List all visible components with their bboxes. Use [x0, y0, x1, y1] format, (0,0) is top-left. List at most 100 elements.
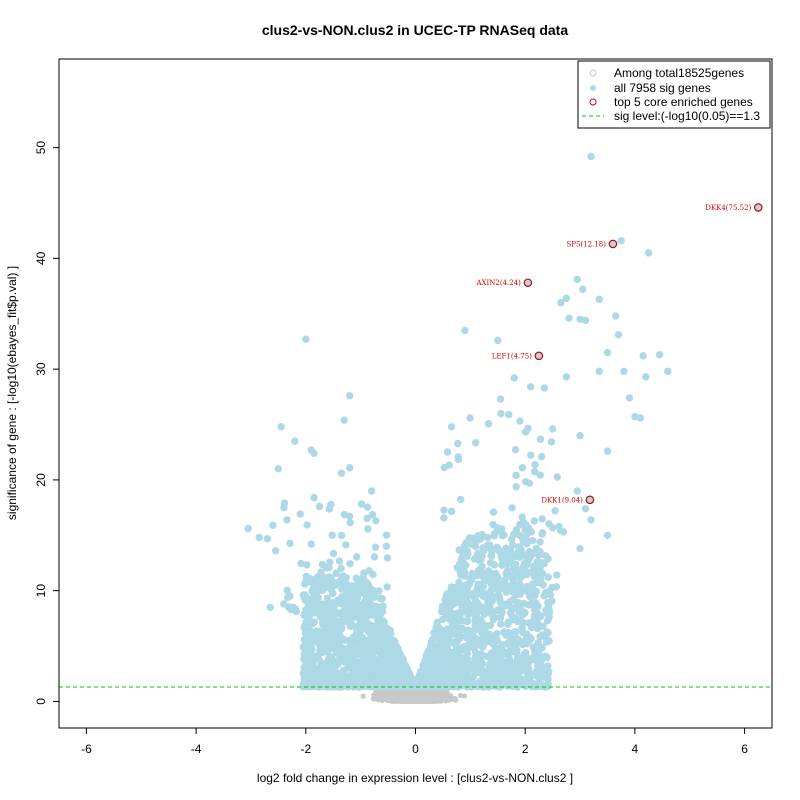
- sig-gene-point: [530, 615, 538, 623]
- sig-gene-point: [500, 531, 508, 539]
- sig-gene-point: [565, 314, 573, 322]
- sig-gene-point: [426, 674, 435, 682]
- sig-gene-point: [415, 674, 424, 682]
- sig-gene-point: [382, 665, 391, 673]
- top-gene-marker: [523, 278, 533, 288]
- x-tick-label: -2: [300, 742, 311, 756]
- gene-point: [394, 697, 400, 703]
- sig-gene-point: [523, 554, 531, 562]
- sig-gene-point: [323, 679, 331, 687]
- sig-gene-point: [483, 533, 492, 542]
- sig-gene-point: [457, 581, 465, 590]
- sig-gene-point: [398, 676, 407, 684]
- sig-gene-point: [538, 530, 546, 538]
- sig-gene-point: [573, 275, 581, 284]
- sig-gene-point: [655, 351, 664, 359]
- sig-gene-point: [511, 614, 519, 622]
- sig-gene-point: [364, 525, 372, 533]
- sig-gene-point: [516, 417, 524, 425]
- sig-gene-point: [307, 540, 315, 548]
- sig-gene-point: [337, 636, 345, 645]
- sig-gene-point: [468, 576, 476, 584]
- sig-gene-point: [433, 671, 442, 679]
- sig-gene-point: [603, 447, 612, 455]
- sig-gene-point: [518, 640, 527, 649]
- legend-label-top: top 5 core enriched genes: [614, 95, 753, 109]
- sig-gene-point: [367, 630, 376, 638]
- gene-point: [453, 697, 459, 703]
- y-tick-label: 0: [34, 698, 48, 705]
- sig-gene-point: [522, 477, 530, 486]
- sig-gene-point: [551, 507, 559, 515]
- sig-gene-point: [263, 534, 272, 543]
- sig-gene-point: [479, 632, 487, 640]
- sig-gene-point: [603, 531, 612, 539]
- gene-point: [398, 697, 405, 703]
- sig-gene-point: [280, 600, 288, 608]
- sig-gene-point: [338, 677, 346, 685]
- sig-gene-point: [419, 661, 427, 669]
- sig-gene-point: [595, 295, 603, 304]
- sig-gene-point: [369, 570, 377, 579]
- top-gene-label: SP5(12.18): [566, 240, 606, 248]
- sig-gene-point: [540, 384, 549, 392]
- sig-gene-point: [438, 638, 446, 646]
- sig-gene-point: [310, 493, 318, 502]
- x-tick-label: -4: [191, 742, 202, 756]
- sig-gene-point: [359, 573, 367, 581]
- sig-gene-point: [306, 619, 315, 627]
- sig-gene-point: [456, 495, 465, 504]
- x-tick-label: 2: [522, 742, 529, 756]
- sig-gene-point: [346, 560, 354, 568]
- sig-gene-point: [495, 547, 503, 555]
- sig-gene-point: [512, 471, 520, 480]
- sig-gene-point: [515, 602, 524, 611]
- chart-title: clus2-vs-NON.clus2 in UCEC-TP RNASeq dat…: [262, 22, 568, 38]
- sig-gene-point: [345, 464, 354, 472]
- y-tick-label: 50: [34, 141, 48, 155]
- sig-gene-point: [325, 505, 334, 513]
- sig-gene-point: [346, 518, 354, 527]
- sig-gene-point: [614, 331, 623, 339]
- sig-gene-point: [542, 606, 550, 614]
- sig-gene-point: [383, 583, 391, 591]
- sig-gene-point: [477, 668, 485, 677]
- sig-gene-point: [477, 638, 486, 647]
- sig-gene-point: [465, 534, 474, 542]
- sig-gene-point: [454, 455, 463, 464]
- sig-gene-point: [443, 448, 452, 456]
- sig-gene-point: [502, 549, 510, 558]
- sig-gene-point: [341, 606, 349, 614]
- plot-frame: [58, 58, 773, 729]
- sig-gene-point: [327, 645, 335, 653]
- sig-gene-point: [536, 471, 544, 479]
- sig-gene-point: [503, 682, 512, 690]
- sig-gene-point: [497, 620, 505, 628]
- sig-gene-point: [383, 554, 392, 562]
- sig-gene-point: [338, 670, 346, 678]
- gene-point: [404, 691, 410, 697]
- sig-gene-point: [330, 679, 338, 687]
- gene-point: [421, 698, 427, 704]
- sig-gene-point: [303, 561, 311, 569]
- sig-gene-point: [309, 604, 317, 612]
- sig-gene-point: [300, 674, 308, 683]
- y-tick-label: 30: [34, 362, 48, 376]
- sig-gene-point: [469, 666, 477, 674]
- sig-gene-point: [452, 596, 460, 605]
- sig-gene-point: [355, 583, 363, 591]
- legend: Among total18525genes all 7958 sig genes…: [577, 60, 771, 129]
- sig-gene-point: [466, 414, 474, 422]
- sig-gene-point: [581, 504, 590, 513]
- top-gene-fill: [586, 496, 594, 504]
- sig-gene-point: [521, 428, 530, 436]
- sig-gene-point: [445, 598, 454, 606]
- sig-gene-point: [463, 649, 472, 657]
- sig-gene-point: [326, 631, 334, 640]
- gene-point: [360, 693, 366, 699]
- sig-gene-point: [516, 590, 524, 598]
- sig-gene-point: [342, 574, 350, 582]
- sig-gene-point: [346, 622, 355, 631]
- sig-gene-point: [306, 595, 315, 603]
- sig-gene-point: [266, 603, 274, 611]
